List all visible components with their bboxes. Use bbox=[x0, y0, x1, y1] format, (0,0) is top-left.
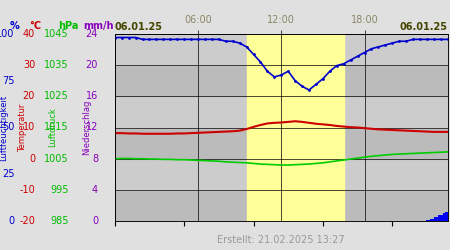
Text: Luftfeuchtigkeit: Luftfeuchtigkeit bbox=[0, 94, 8, 160]
Text: 985: 985 bbox=[50, 216, 68, 226]
Text: 06.01.25: 06.01.25 bbox=[115, 22, 163, 32]
Text: 24: 24 bbox=[86, 29, 98, 39]
Bar bbox=[247, 34, 344, 221]
Text: 12: 12 bbox=[86, 122, 98, 132]
Text: hPa: hPa bbox=[58, 21, 79, 31]
Bar bbox=[115, 34, 448, 65]
Text: 30: 30 bbox=[23, 60, 35, 70]
Bar bbox=[446, 212, 450, 221]
Text: 4: 4 bbox=[92, 185, 98, 195]
Text: 100: 100 bbox=[0, 29, 14, 39]
Bar bbox=[442, 214, 447, 221]
Text: 0: 0 bbox=[92, 216, 98, 226]
Text: Niederschlag: Niederschlag bbox=[82, 100, 91, 155]
Text: mm/h: mm/h bbox=[83, 21, 113, 31]
Bar bbox=[430, 219, 435, 221]
Bar bbox=[115, 128, 448, 159]
Text: 20: 20 bbox=[22, 91, 35, 101]
Text: 06.01.25: 06.01.25 bbox=[400, 22, 448, 32]
Text: 50: 50 bbox=[2, 122, 14, 132]
Text: 1045: 1045 bbox=[44, 29, 68, 39]
Bar bbox=[438, 215, 443, 221]
Text: Luftdruck: Luftdruck bbox=[49, 108, 58, 147]
Bar bbox=[422, 220, 427, 221]
Text: 1025: 1025 bbox=[44, 91, 68, 101]
Text: 1015: 1015 bbox=[44, 122, 68, 132]
Text: 40: 40 bbox=[23, 29, 35, 39]
Text: -10: -10 bbox=[19, 185, 35, 195]
Text: 10: 10 bbox=[23, 122, 35, 132]
Text: 1005: 1005 bbox=[44, 154, 68, 164]
Bar bbox=[115, 159, 448, 190]
Bar bbox=[434, 217, 439, 221]
Bar bbox=[115, 65, 448, 96]
Bar bbox=[115, 190, 448, 221]
Text: 16: 16 bbox=[86, 91, 98, 101]
Bar bbox=[115, 96, 448, 128]
Bar bbox=[426, 220, 431, 221]
Text: 25: 25 bbox=[2, 170, 14, 179]
Text: 0: 0 bbox=[29, 154, 35, 164]
Text: 995: 995 bbox=[50, 185, 68, 195]
Text: 1035: 1035 bbox=[44, 60, 68, 70]
Text: °C: °C bbox=[29, 21, 41, 31]
Text: -20: -20 bbox=[19, 216, 35, 226]
Text: %: % bbox=[9, 21, 19, 31]
Text: Temperatur: Temperatur bbox=[18, 103, 27, 152]
Text: Erstellt: 21.02.2025 13:27: Erstellt: 21.02.2025 13:27 bbox=[217, 235, 345, 245]
Text: 20: 20 bbox=[86, 60, 98, 70]
Text: 8: 8 bbox=[92, 154, 98, 164]
Text: 75: 75 bbox=[2, 76, 14, 86]
Text: 0: 0 bbox=[8, 216, 14, 226]
